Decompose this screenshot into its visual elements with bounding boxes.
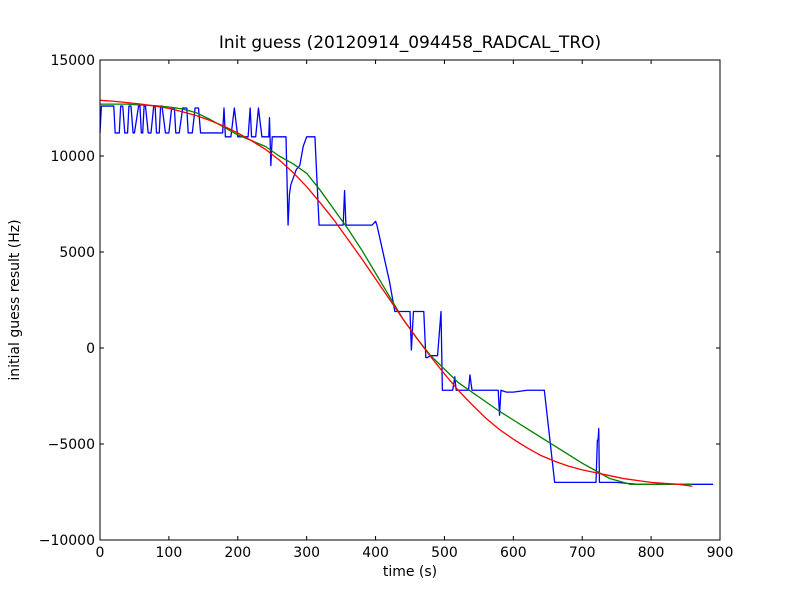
x-tick-label: 400 bbox=[362, 545, 389, 561]
y-tick-label: −5000 bbox=[48, 437, 95, 453]
series-line-1 bbox=[99, 105, 714, 485]
y-tick-label: 0 bbox=[86, 341, 95, 357]
y-tick-label: 10000 bbox=[50, 149, 95, 165]
x-tick-label: 100 bbox=[156, 545, 183, 561]
y-axis-title: initial guess result (Hz) bbox=[7, 219, 23, 380]
y-tick-label: 15000 bbox=[50, 53, 95, 69]
x-tick-label: 900 bbox=[707, 545, 734, 561]
x-tick-label: 600 bbox=[500, 545, 527, 561]
x-tick-label: 800 bbox=[638, 545, 665, 561]
x-tick-label: 500 bbox=[431, 545, 458, 561]
plot-area bbox=[99, 59, 721, 541]
x-tick-label: 0 bbox=[96, 545, 105, 561]
series-line-3 bbox=[99, 99, 693, 487]
x-axis-title: time (s) bbox=[383, 564, 437, 580]
series-layer bbox=[99, 99, 714, 487]
y-tick-label: 5000 bbox=[59, 245, 95, 261]
x-tick-label: 300 bbox=[293, 545, 320, 561]
x-tick-label: 200 bbox=[224, 545, 251, 561]
x-tick-label: 700 bbox=[569, 545, 596, 561]
series-line-2 bbox=[100, 103, 693, 485]
y-tick-label: −10000 bbox=[39, 533, 95, 549]
tick-layer: 0 100 200 300 400 500 600 700 800 900 15000 10000 50… bbox=[39, 53, 734, 561]
chart-title: Init guess (20120914_094458_RADCAL_TRO) bbox=[219, 33, 601, 53]
